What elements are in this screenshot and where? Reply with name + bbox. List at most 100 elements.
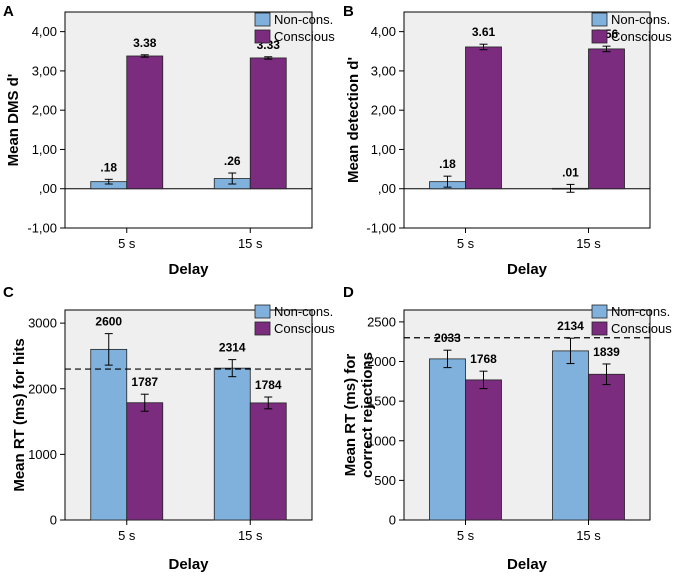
x-tick-label: 15 s — [238, 528, 263, 543]
legend-label: Conscious — [274, 29, 335, 44]
bar-conscious — [588, 373, 625, 521]
y-tick-label: ,00 — [378, 181, 396, 196]
legend-label: Conscious — [274, 321, 335, 336]
y-tick-label: -1,00 — [366, 221, 396, 236]
y-axis-label: Mean detection d' — [345, 57, 362, 183]
y-tick-label: 1000 — [367, 433, 396, 448]
y-tick-label: 1000 — [28, 447, 57, 462]
y-tick-label: 2000 — [28, 381, 57, 396]
plot-area-below-zero — [65, 188, 312, 228]
panel-a: A-1,00,001,002,003,004,00.183.385 s.263.… — [3, 3, 335, 278]
x-tick-label: 15 s — [238, 236, 263, 251]
data-label: .01 — [562, 165, 579, 179]
y-tick-label: 3,00 — [32, 63, 57, 78]
data-label: 3.61 — [472, 25, 496, 39]
legend-label: Non-cons. — [611, 12, 670, 27]
x-tick-label: 5 s — [457, 236, 475, 251]
y-tick-label: 1500 — [367, 394, 396, 409]
y-tick-label: 3,00 — [371, 63, 396, 78]
plot-frame — [403, 309, 651, 521]
plot-frame — [64, 11, 313, 229]
y-tick-label: 2500 — [367, 314, 396, 329]
x-axis-label: Delay — [507, 261, 548, 278]
legend-swatch-nonconscious — [591, 304, 608, 319]
bar-nonconscious — [429, 358, 466, 521]
legend-label: Non-cons. — [274, 12, 333, 27]
y-axis-label-line: Mean RT (ms) for — [342, 354, 359, 477]
legend-label: Non-cons. — [611, 304, 670, 319]
panel-letter: C — [3, 284, 14, 301]
legend-swatch-conscious — [254, 321, 271, 336]
data-label: 1787 — [131, 375, 158, 389]
y-tick-label: 4,00 — [371, 24, 396, 39]
legend: Non-cons. Conscious — [254, 12, 335, 44]
bar-conscious — [249, 402, 287, 521]
panel-letter: D — [343, 284, 354, 301]
bar-conscious — [465, 46, 502, 190]
legend: Non-cons. Conscious — [591, 12, 672, 44]
data-label: 2314 — [219, 341, 246, 355]
x-tick-label: 15 s — [576, 236, 601, 251]
plot-area-below-zero — [404, 188, 650, 228]
bar-conscious — [465, 379, 502, 521]
legend-swatch-conscious — [591, 321, 608, 336]
legend-swatch-conscious — [591, 29, 608, 44]
legend-label: Non-cons. — [274, 304, 333, 319]
y-tick-label: 3000 — [28, 316, 57, 331]
x-tick-label: 5 s — [457, 528, 475, 543]
bar-conscious — [249, 57, 287, 190]
y-tick-label: -1,00 — [27, 221, 57, 236]
legend-swatch-nonconscious — [591, 12, 608, 27]
data-label: 2600 — [95, 315, 122, 329]
y-tick-label: 0 — [50, 513, 57, 528]
bar-nonconscious — [552, 350, 589, 521]
y-tick-label: 4,00 — [32, 24, 57, 39]
legend-swatch-conscious — [254, 29, 271, 44]
data-label: .18 — [439, 157, 456, 171]
panel-letter: A — [3, 3, 14, 20]
y-axis-label-line: correct rejections — [359, 352, 376, 478]
data-label: .18 — [100, 160, 117, 174]
x-tick-label: 15 s — [576, 528, 601, 543]
y-tick-label: 2,00 — [32, 103, 57, 118]
bar-nonconscious — [213, 367, 251, 521]
data-label: 3.38 — [133, 36, 157, 50]
data-label: 1784 — [255, 378, 282, 392]
x-axis-label: Delay — [168, 261, 209, 278]
y-tick-label: 1,00 — [32, 142, 57, 157]
legend: Non-cons. Conscious — [254, 304, 335, 336]
legend-label: Conscious — [611, 29, 672, 44]
y-tick-label: 2,00 — [371, 103, 396, 118]
panel-c: C 0 1000 2000 3000 2600 1787 5 s 2314 1784 15 s Del… — [3, 284, 335, 573]
bar-conscious — [126, 402, 164, 521]
panel-letter: B — [343, 3, 354, 20]
data-label: 1768 — [470, 352, 497, 366]
x-axis-label: Delay — [168, 556, 209, 573]
panel-b: B-1,00,001,002,003,004,00.183.615 s.013.… — [343, 3, 672, 278]
bar-nonconscious — [90, 348, 128, 521]
data-label: .26 — [224, 154, 241, 168]
legend-swatch-nonconscious — [254, 304, 271, 319]
legend: Non-cons. Conscious — [591, 304, 672, 336]
plot-frame — [403, 11, 651, 229]
legend-label: Conscious — [611, 321, 672, 336]
plot-frame — [64, 309, 313, 521]
x-tick-label: 5 s — [118, 528, 136, 543]
y-axis-label: Mean RT (ms) for hits — [11, 338, 28, 491]
y-tick-label: 500 — [374, 473, 396, 488]
y-axis-label: Mean DMS d' — [5, 74, 22, 167]
y-axis-label: Mean RT (ms) forcorrect rejections — [342, 352, 376, 478]
bar-conscious — [588, 48, 625, 190]
x-axis-label: Delay — [507, 556, 548, 573]
x-tick-label: 5 s — [118, 236, 136, 251]
y-tick-label: 0 — [389, 513, 396, 528]
bar-conscious — [126, 55, 164, 190]
data-label: 1839 — [593, 345, 620, 359]
legend-swatch-nonconscious — [254, 12, 271, 27]
y-tick-label: 1,00 — [371, 142, 396, 157]
y-tick-label: 2000 — [367, 354, 396, 369]
data-label: 2134 — [557, 319, 584, 333]
y-tick-label: ,00 — [39, 181, 57, 196]
